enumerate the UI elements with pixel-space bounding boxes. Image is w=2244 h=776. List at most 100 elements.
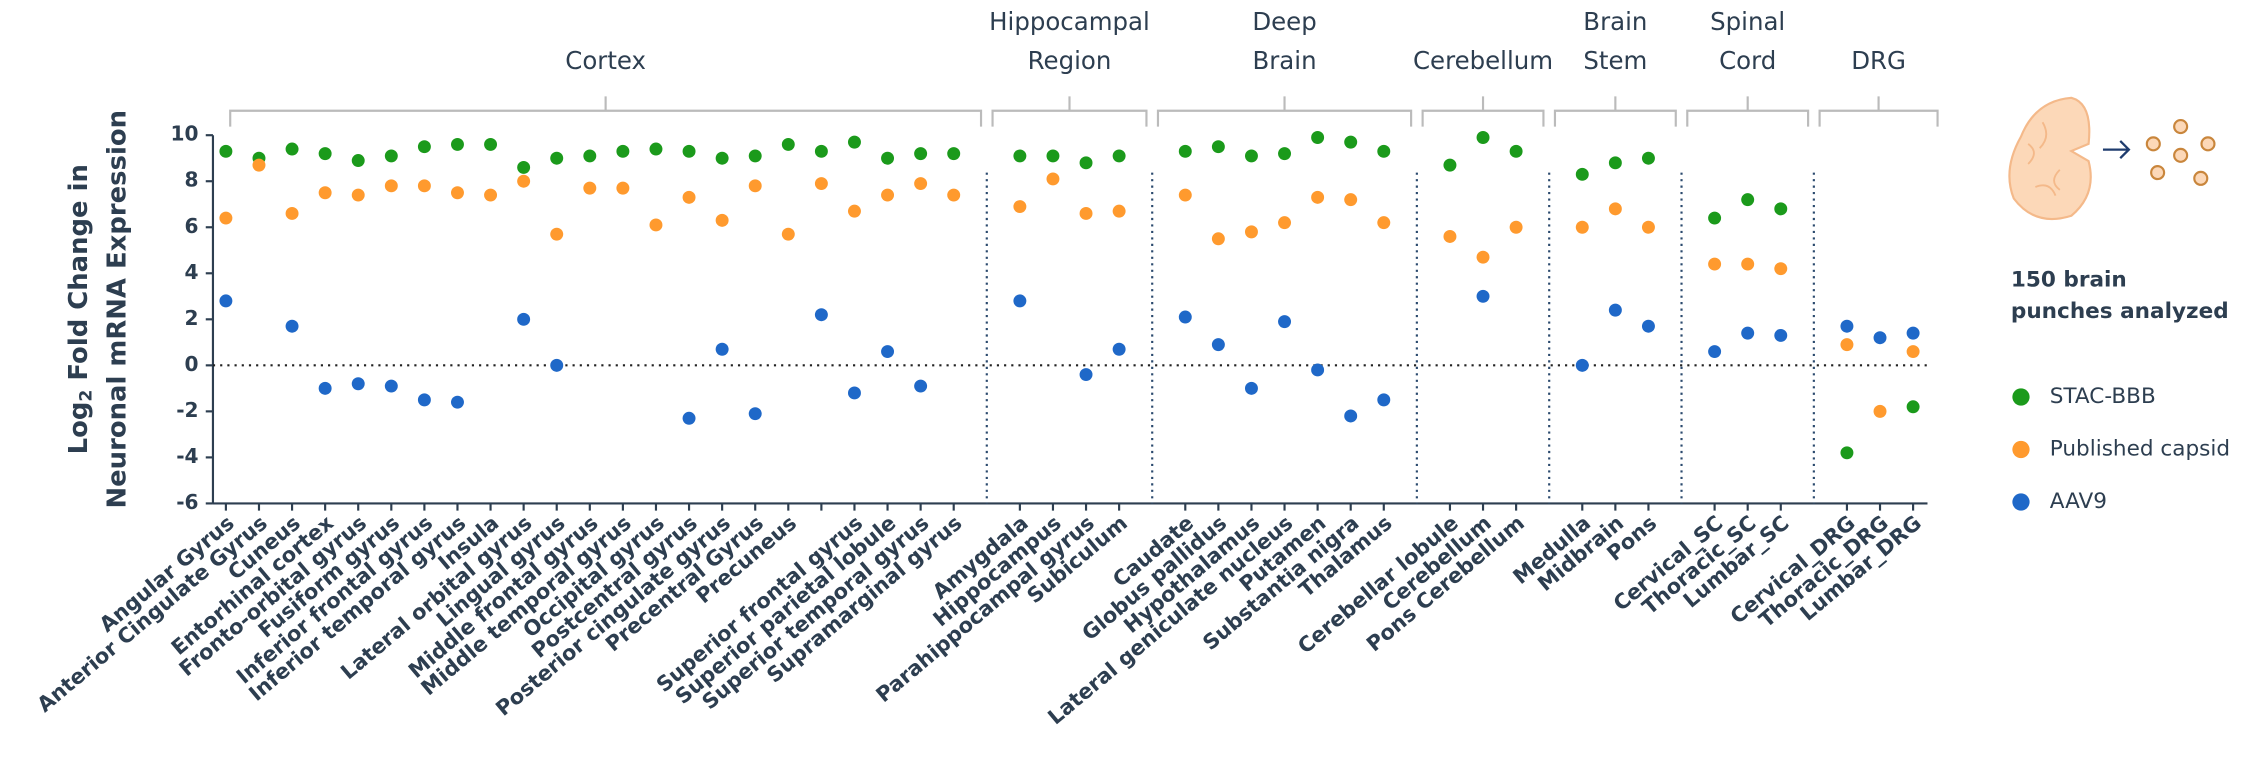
point <box>1178 310 1192 324</box>
legend-marker <box>2012 440 2030 459</box>
note: punches analyzed <box>2011 299 2229 324</box>
point <box>1906 326 1920 340</box>
point <box>748 149 762 163</box>
point <box>417 179 431 193</box>
legend-label: AAV9 <box>2050 489 2107 514</box>
point <box>219 144 233 158</box>
point <box>847 204 861 218</box>
group-label: Brain <box>1583 7 1647 36</box>
legend-label: STAC-BBB <box>2050 384 2156 409</box>
point <box>384 179 398 193</box>
point <box>1377 144 1391 158</box>
point <box>1509 220 1523 234</box>
point <box>1079 368 1093 382</box>
point <box>881 345 895 359</box>
point <box>715 213 729 227</box>
point <box>550 151 564 165</box>
y-tick-label: 0 <box>185 352 199 376</box>
point <box>1774 202 1788 216</box>
point <box>219 294 233 308</box>
point <box>1641 220 1655 234</box>
group-label: Deep <box>1252 7 1316 36</box>
point <box>1377 216 1391 230</box>
point <box>583 149 597 163</box>
point <box>1708 257 1722 271</box>
group-label: Stem <box>1583 46 1647 75</box>
group-label: Brain <box>1252 46 1316 75</box>
point <box>682 411 696 425</box>
point <box>285 142 299 156</box>
point <box>1708 211 1722 225</box>
point <box>583 181 597 195</box>
point <box>517 160 531 174</box>
point <box>318 186 332 200</box>
point <box>1046 172 1060 186</box>
point <box>1311 363 1325 377</box>
y-axis-title: Log <box>64 402 94 455</box>
y-tick-label: -6 <box>176 490 198 514</box>
point <box>1112 149 1126 163</box>
point <box>1278 147 1292 161</box>
note: 150 brain <box>2011 267 2127 292</box>
point <box>1013 200 1027 214</box>
y-tick-label: 8 <box>185 168 199 192</box>
point <box>1873 331 1887 345</box>
group-bracket <box>1421 96 1545 127</box>
point <box>1211 338 1225 352</box>
point <box>417 140 431 154</box>
point <box>384 379 398 393</box>
point <box>914 147 928 161</box>
y-tick-label: -4 <box>176 444 198 468</box>
point <box>1377 393 1391 407</box>
point <box>1079 206 1093 220</box>
point <box>748 179 762 193</box>
point <box>1608 303 1622 317</box>
point <box>1278 315 1292 329</box>
point <box>484 188 498 202</box>
group-bracket <box>1686 96 1810 127</box>
y-axis-title: Log2 Fold Change in <box>64 164 97 454</box>
group-label: Cord <box>1719 46 1776 75</box>
point <box>881 151 895 165</box>
point <box>1013 294 1027 308</box>
point <box>814 177 828 191</box>
point <box>1774 262 1788 276</box>
point <box>451 137 464 151</box>
point <box>1641 319 1655 333</box>
y-tick-label: -2 <box>176 398 198 422</box>
point <box>1178 188 1192 202</box>
y-tick-label: 10 <box>171 122 199 146</box>
point <box>351 188 365 202</box>
group-label: DRG <box>1851 46 1906 75</box>
y-tick-label: 6 <box>185 214 199 238</box>
point <box>1906 345 1920 359</box>
point <box>914 379 928 393</box>
y-tick-label: 2 <box>185 306 199 330</box>
point <box>781 137 795 151</box>
point <box>1840 319 1854 333</box>
point <box>1443 158 1457 172</box>
point <box>318 381 332 395</box>
point <box>1311 131 1325 144</box>
group-label: Hippocampal <box>989 7 1150 36</box>
point <box>1774 328 1788 342</box>
point <box>1509 144 1523 158</box>
group-label: Cortex <box>565 46 646 75</box>
point <box>384 149 398 163</box>
point <box>1476 289 1490 303</box>
point <box>517 312 531 326</box>
group-bracket <box>1553 96 1677 127</box>
y-axis-title: Fold Change in <box>64 164 94 389</box>
point <box>1079 156 1093 170</box>
point <box>1608 156 1622 170</box>
legend-marker <box>2012 388 2030 406</box>
point <box>1112 342 1126 356</box>
point <box>1708 345 1722 359</box>
point <box>881 188 895 202</box>
point <box>947 188 961 202</box>
group-bracket <box>1818 96 1939 127</box>
point <box>715 151 729 165</box>
group-label: Spinal <box>1710 7 1785 36</box>
point <box>1575 220 1589 234</box>
